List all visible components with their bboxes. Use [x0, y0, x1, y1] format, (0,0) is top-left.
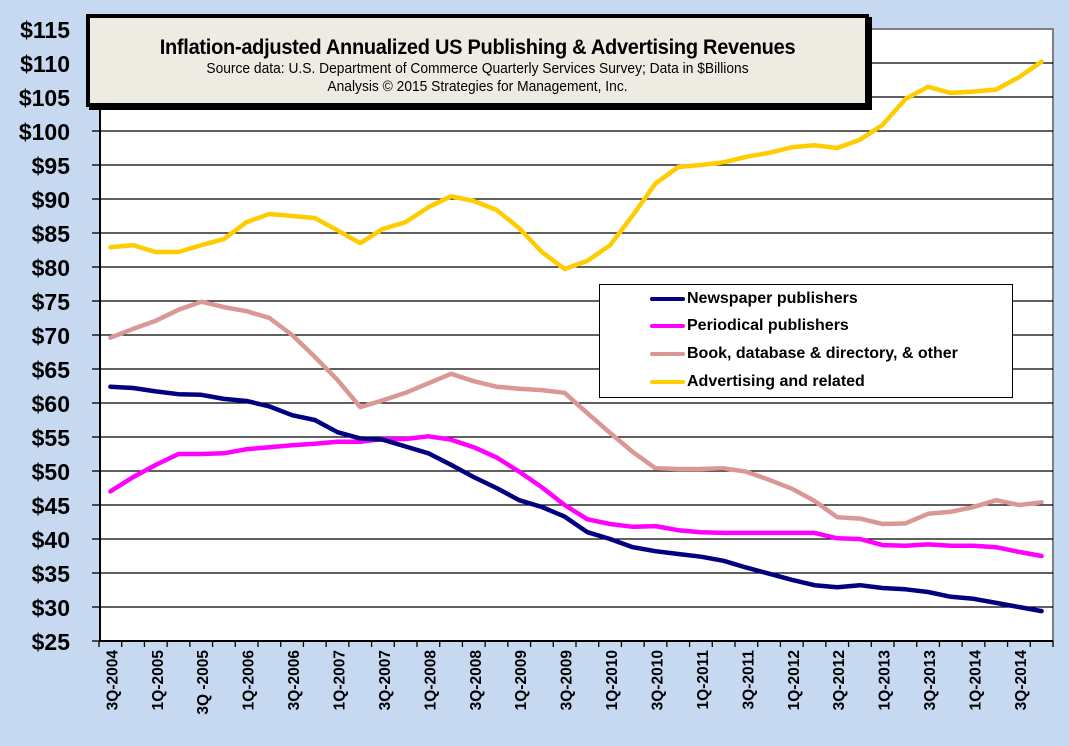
series-line — [108, 384, 1044, 614]
x-tick-label: 3Q-2006 — [286, 650, 303, 711]
x-tick-label: 1Q-2008 — [422, 650, 439, 711]
y-tick-label: $60 — [32, 391, 70, 417]
legend-label: Advertising and related — [687, 373, 865, 390]
series-book-database-directory-other — [108, 299, 1044, 527]
legend-swatch-book — [650, 352, 685, 356]
x-tick-label: 1Q-2006 — [241, 650, 258, 711]
x-tick-label: 3Q-2007 — [377, 650, 394, 710]
legend-item-advertising: Advertising and related — [650, 372, 865, 392]
x-tick-label: 3Q -2005 — [195, 650, 212, 715]
x-tick-label: 3Q-2014 — [1013, 650, 1030, 711]
legend-item-periodical: Periodical publishers — [650, 316, 849, 336]
x-tick-label: 1Q-2012 — [786, 650, 803, 710]
legend-label: Periodical publishers — [687, 317, 849, 334]
series-line — [108, 299, 1044, 527]
y-tick-label: $30 — [32, 595, 70, 621]
y-tick-label: $40 — [32, 527, 70, 553]
x-tick-label: 3Q-2009 — [559, 650, 576, 711]
y-tick-label: $95 — [32, 153, 71, 179]
series-line — [108, 434, 1044, 559]
y-tick-label: $85 — [32, 221, 71, 247]
x-tick-label: 1Q-2010 — [604, 650, 621, 710]
series-newspaper-publishers — [108, 384, 1044, 614]
y-tick-label: $105 — [19, 85, 70, 111]
legend: Newspaper publishers Periodical publishe… — [599, 284, 1013, 398]
series-periodical-publishers — [108, 434, 1044, 559]
x-tick-label: 1Q-2005 — [150, 650, 167, 711]
series-lines — [108, 59, 1044, 614]
y-tick-label: $110 — [20, 51, 70, 77]
y-tick-label: $65 — [32, 357, 71, 383]
title-box: Inflation-adjusted Annualized US Publish… — [86, 14, 869, 107]
x-tick-label: 1Q-2007 — [332, 650, 349, 710]
x-tick-label: 3Q-2010 — [650, 650, 667, 710]
y-tick-label: $45 — [32, 493, 71, 519]
y-tick-label: $100 — [19, 119, 70, 145]
legend-item-newspaper: Newspaper publishers — [650, 289, 858, 309]
y-tick-label: $35 — [32, 561, 71, 587]
chart-subtitle: Source data: U.S. Department of Commerce… — [206, 60, 749, 77]
legend-swatch-advertising — [650, 380, 685, 384]
x-tick-label: 1Q-2009 — [513, 650, 530, 711]
legend-label: Book, database & directory, & other — [687, 345, 958, 362]
x-tick-label: 3Q-2008 — [468, 650, 485, 711]
y-axis-ticks: $115 $110 $105 $100 $95 $90 $85 $80 $75 $70 $65 $60… — [19, 17, 100, 655]
series-advertising-and-related — [108, 59, 1044, 272]
y-tick-label: $90 — [32, 187, 70, 213]
x-tick-label: 3Q-2011 — [740, 650, 757, 710]
x-tick-label: 1Q-2013 — [877, 650, 894, 711]
x-tick-label: 1Q-2011 — [695, 650, 712, 710]
series-line — [108, 59, 1044, 272]
y-tick-label: $25 — [32, 629, 71, 655]
x-tick-label: 3Q-2012 — [831, 650, 848, 710]
x-axis-ticks: 3Q-2004 1Q-2005 3Q -2005 1Q-2006 3Q-2006 1Q-2… — [98, 641, 1054, 715]
x-tick-label: 1Q-2014 — [968, 650, 985, 711]
y-tick-label: $70 — [32, 323, 70, 349]
legend-item-book: Book, database & directory, & other — [650, 344, 958, 364]
y-tick-label: $80 — [32, 255, 70, 281]
gridlines — [100, 62, 1053, 608]
chart-credit: Analysis © 2015 Strategies for Managemen… — [327, 78, 628, 95]
y-tick-label: $115 — [20, 17, 70, 43]
chart-title: Inflation-adjusted Annualized US Publish… — [159, 35, 796, 59]
legend-swatch-newspaper — [650, 297, 685, 301]
y-tick-label: $55 — [32, 425, 71, 451]
legend-label: Newspaper publishers — [687, 290, 858, 307]
y-tick-label: $50 — [32, 459, 70, 485]
x-tick-label: 3Q-2004 — [104, 650, 121, 711]
y-tick-label: $75 — [32, 289, 71, 315]
x-tick-label: 3Q-2013 — [922, 650, 939, 711]
legend-swatch-periodical — [650, 324, 685, 328]
